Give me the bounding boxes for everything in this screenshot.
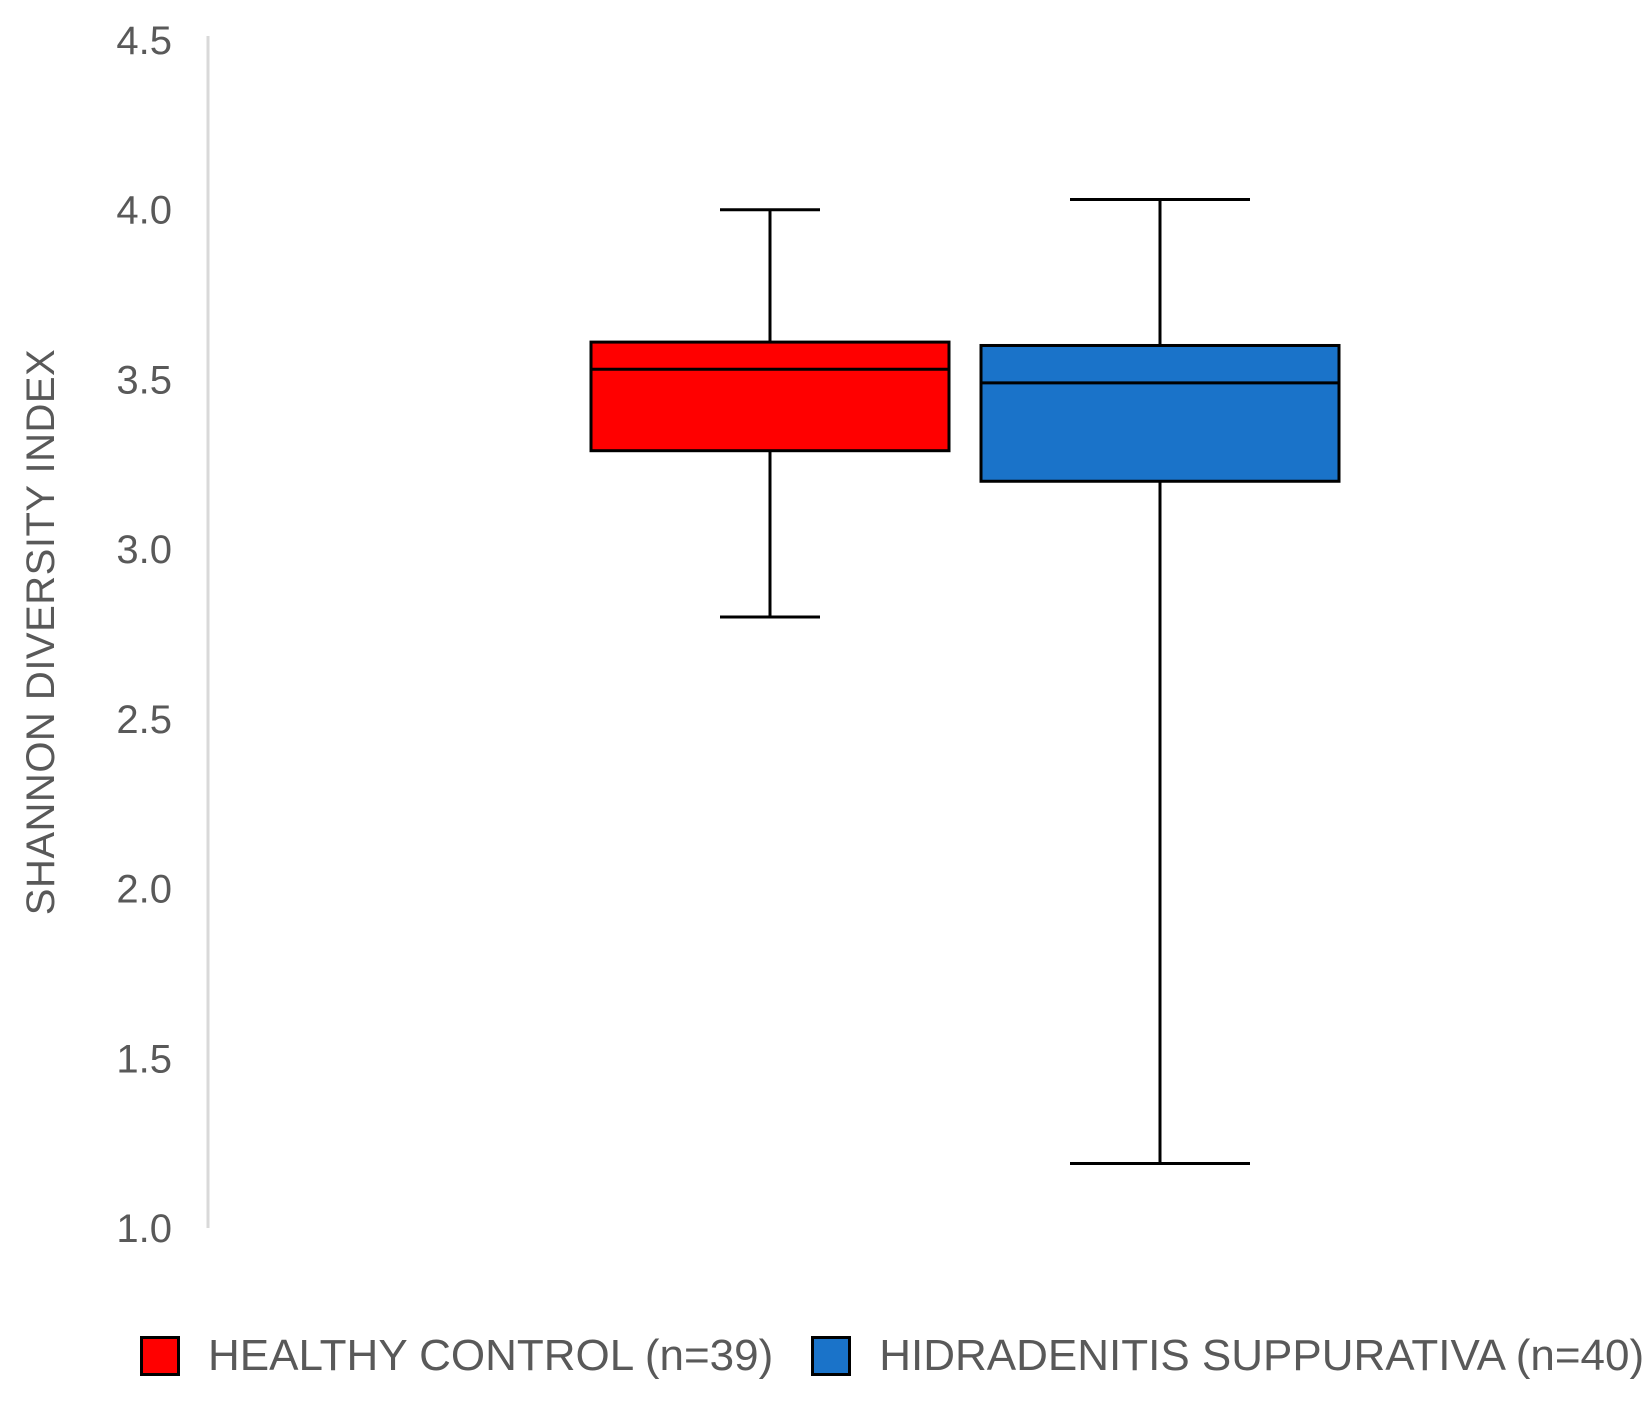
legend-label-healthy-control: HEALTHY CONTROL (n=39) <box>208 1331 774 1380</box>
box-series <box>589 198 1341 1166</box>
y-tick-label: 2.0 <box>116 868 172 912</box>
box-hidradenitis-suppurativa <box>979 198 1341 1166</box>
y-tick-label: 1.5 <box>116 1037 172 1081</box>
y-tick-labels: 1.0 1.5 2.0 2.5 3.0 3.5 4.0 4.5 <box>116 19 172 1251</box>
legend-swatch-healthy-control <box>140 1336 180 1376</box>
legend: HEALTHY CONTROL (n=39) HIDRADENITIS SUPP… <box>140 1328 1644 1384</box>
y-tick-label: 4.5 <box>116 19 172 63</box>
y-tick-label: 3.5 <box>116 358 172 402</box>
y-tick-label: 2.5 <box>116 698 172 742</box>
y-tick-label: 1.0 <box>116 1207 172 1251</box>
legend-item-healthy-control: HEALTHY CONTROL (n=39) <box>140 1331 773 1381</box>
y-tick-label: 3.0 <box>116 528 172 572</box>
legend-swatch-hidradenitis-suppurativa <box>811 1336 852 1376</box>
box-healthy-control <box>589 208 951 619</box>
interquartile-box <box>979 343 1341 483</box>
interquartile-box <box>589 340 951 453</box>
y-tick-label: 4.0 <box>116 189 172 233</box>
legend-item-hidradenitis-suppurativa: HIDRADENITIS SUPPURATIVA (n=40) <box>811 1331 1644 1381</box>
y-axis-title: SHANNON DIVERSITY INDEX <box>19 349 63 915</box>
legend-label-hidradenitis-suppurativa: HIDRADENITIS SUPPURATIVA (n=40) <box>879 1331 1644 1380</box>
